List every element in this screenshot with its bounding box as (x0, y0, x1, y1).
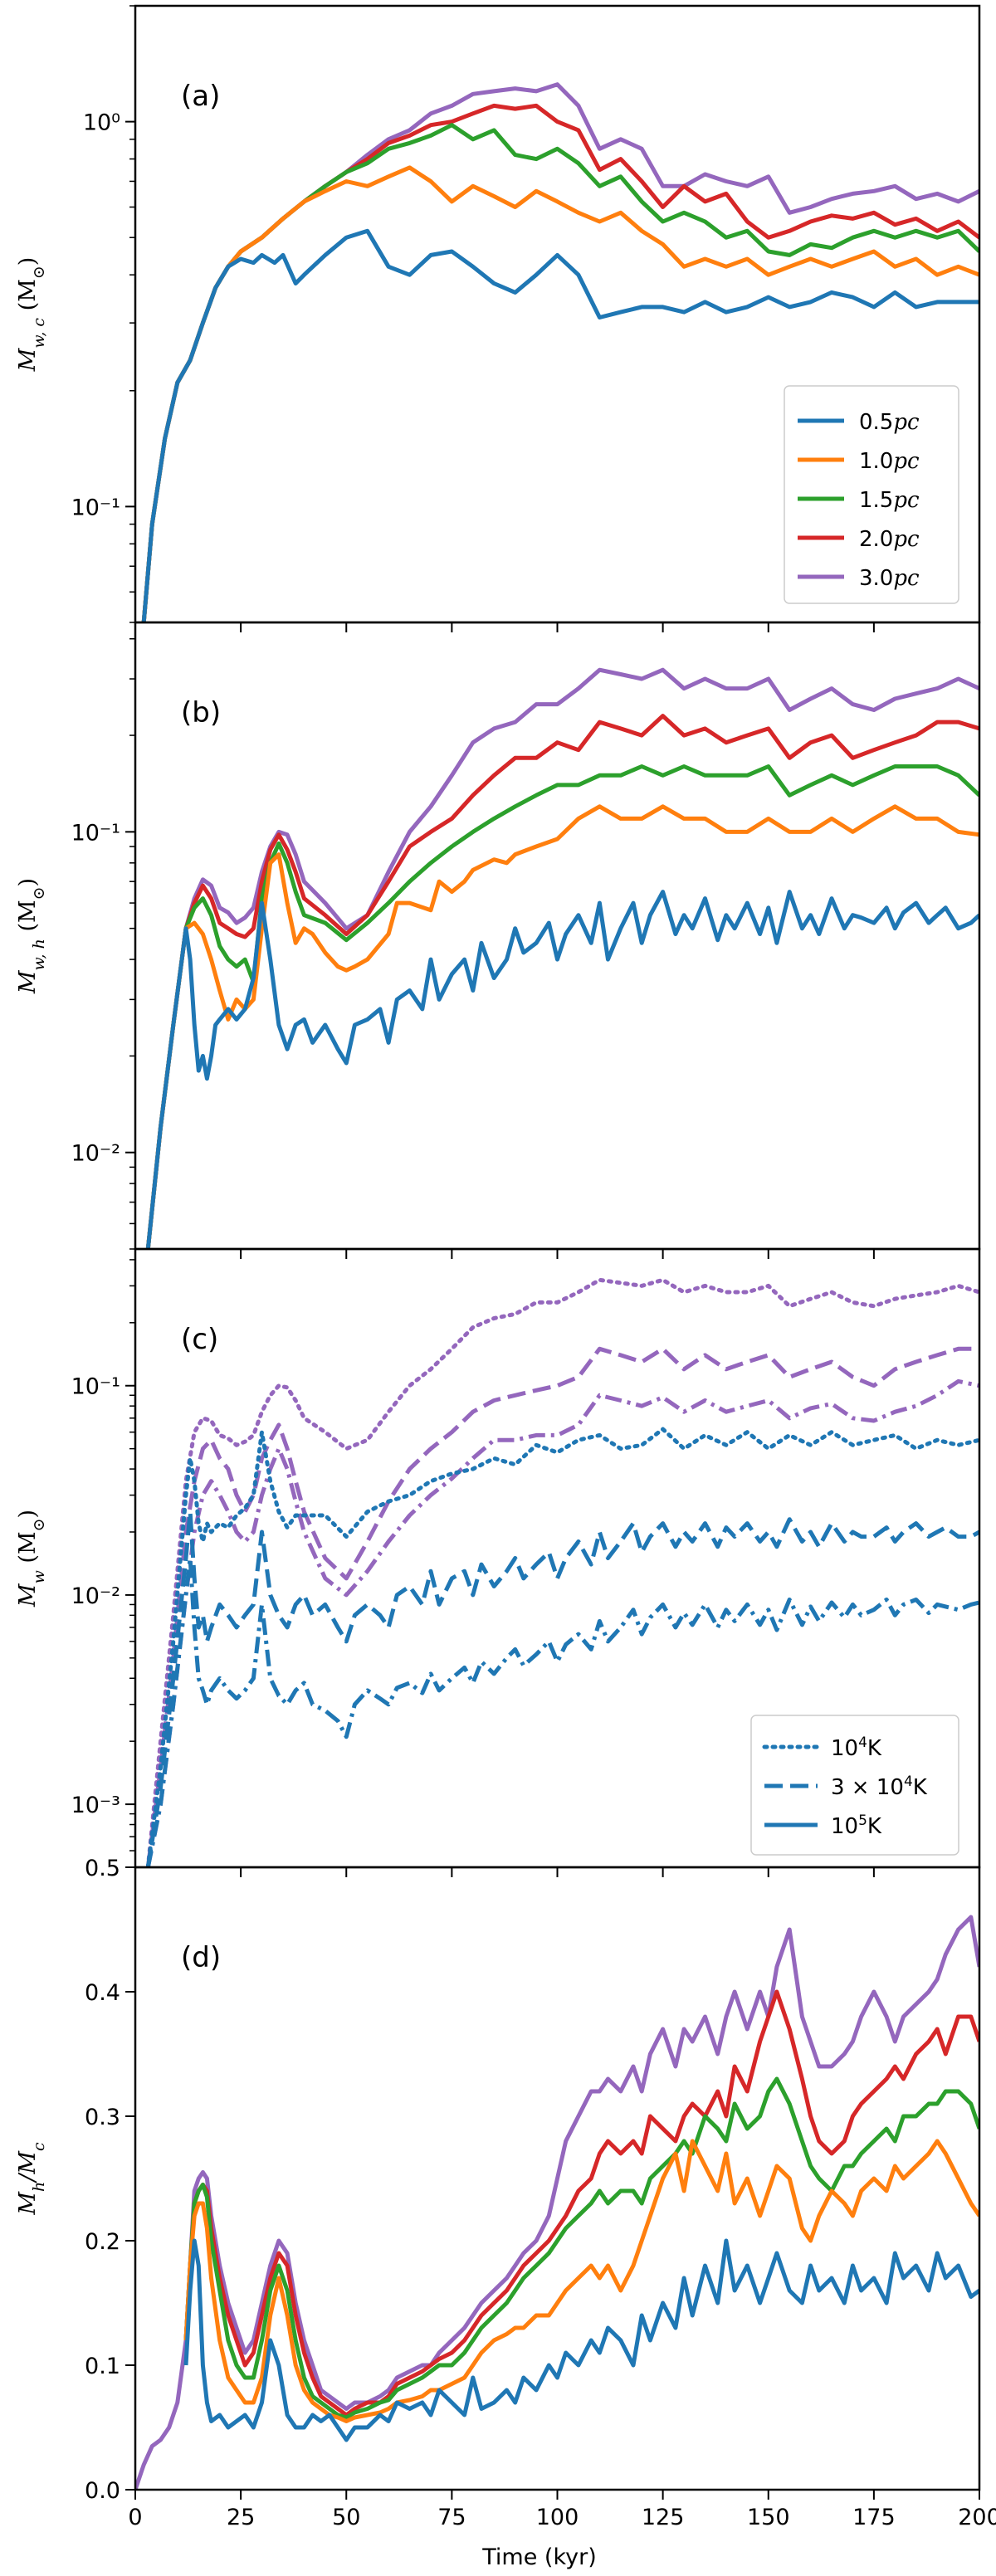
y-tick-label: 0.2 (85, 2229, 120, 2255)
series-line-1-5pc (145, 764, 979, 1249)
legend-entry-label: 105K (831, 1812, 882, 1839)
series-line-3-0pc-10-4K (145, 1277, 979, 1867)
series-line-0-5pc-3x10-4K (145, 1510, 979, 1867)
panel-a: 10⁻¹ 10⁰ (a) Mw, c (M⊙) 0.5pc 1.0pc 1.5pc 2.0pc… (15, 4, 981, 632)
legend: 104K 3 × 104K 105K (750, 1715, 959, 1856)
series-group (135, 1915, 979, 2490)
panel-c: 10⁻³ 10⁻² 10⁻¹ (c) Mw (M⊙) 104K 3 × 104K 105K (15, 1247, 981, 1877)
series-line-3-0pc (145, 667, 979, 1249)
legend-entry-label: 3.0pc (859, 566, 920, 591)
x-tick-label: 150 (747, 2505, 790, 2530)
series-group (145, 667, 979, 1249)
x-tick-label: 200 (958, 2505, 996, 2530)
series-line-1-0pc (145, 804, 979, 1249)
y-tick-label: 10⁻² (71, 1583, 120, 1609)
series-line-0-5pc (183, 2238, 979, 2442)
y-axis-label: Mw, c (M⊙) (15, 257, 48, 373)
x-tick-label: 25 (227, 2505, 255, 2530)
legend-entry-label: 0.5pc (859, 410, 920, 435)
y-axis-label: Mw, h (M⊙) (15, 878, 48, 994)
y-tick-label: 0.4 (85, 1980, 120, 2006)
legend: 0.5pc 1.0pc 1.5pc 2.0pc 3.0pc (784, 385, 959, 604)
panel-label: (b) (181, 696, 221, 729)
series-line-2-0pc (183, 1989, 979, 2417)
series-line-1-5pc (183, 2076, 979, 2420)
legend-entry-label: 1.0pc (859, 449, 920, 474)
series-group (141, 82, 979, 622)
panel-d: 0 25 50 75 100 125 150 175 200 0.0 0.1 0.2 0.3 0.4 0.5… (15, 1856, 996, 2530)
panels-group: 10⁻¹ 10⁰ (a) Mw, c (M⊙) 0.5pc 1.0pc 1.5pc 2.0pc… (15, 4, 996, 2530)
series-line-3-0pc-10-5K (145, 1378, 979, 1867)
x-tick-label: 100 (536, 2505, 579, 2530)
x-tick-label: 175 (852, 2505, 896, 2530)
y-tick-label: 10⁻¹ (71, 820, 120, 846)
y-tick-label: 10⁻³ (71, 1793, 120, 1818)
series-line-0-5pc-10-5K (145, 1556, 979, 1867)
series-line-1-0pc (183, 2139, 979, 2423)
y-tick-label: 0.1 (85, 2354, 120, 2379)
series-line-0-5pc-10-4K (145, 1427, 979, 1867)
y-axis-label: Mh/Mc (15, 2142, 48, 2216)
legend-box (784, 385, 959, 604)
series-line-3-0pc (135, 1915, 979, 2490)
y-tick-label: 0.0 (85, 2478, 120, 2504)
series-line-2-0pc (145, 714, 979, 1249)
y-tick-label: 0.3 (85, 2105, 120, 2130)
y-tick-label: 10⁻² (71, 1141, 120, 1167)
y-tick-label: 10⁻¹ (71, 1374, 120, 1400)
y-tick-label: 10⁻¹ (71, 495, 120, 520)
y-tick-label: 10⁰ (83, 110, 120, 136)
legend-entry-label: 104K (831, 1734, 882, 1761)
legend-box (750, 1715, 959, 1856)
x-tick-label: 75 (437, 2505, 466, 2530)
legend-entry-label: 3 × 104K (831, 1773, 928, 1800)
panel-label: (d) (181, 1941, 221, 1974)
legend-entry-label: 1.5pc (859, 488, 920, 513)
x-tick-label: 0 (128, 2505, 142, 2530)
series-line-3-0pc-3x10-4K (145, 1346, 979, 1867)
panel-b: 10⁻² 10⁻¹ (b) Mw, h (M⊙) (15, 621, 981, 1259)
panel-label: (c) (181, 1323, 218, 1356)
y-tick-label: 0.5 (85, 1856, 120, 1881)
x-tick-label: 125 (642, 2505, 685, 2530)
series-line-0-5pc (145, 890, 979, 1249)
y-axis-label: Mw (M⊙) (15, 1510, 48, 1608)
series-group (145, 1277, 979, 1867)
x-axis-label: Time (kyr) (481, 2544, 596, 2570)
x-tick-label: 50 (332, 2505, 360, 2530)
panel-label: (a) (181, 80, 220, 113)
legend-entry-label: 2.0pc (859, 527, 920, 552)
series-line-0-5pc (141, 228, 979, 622)
